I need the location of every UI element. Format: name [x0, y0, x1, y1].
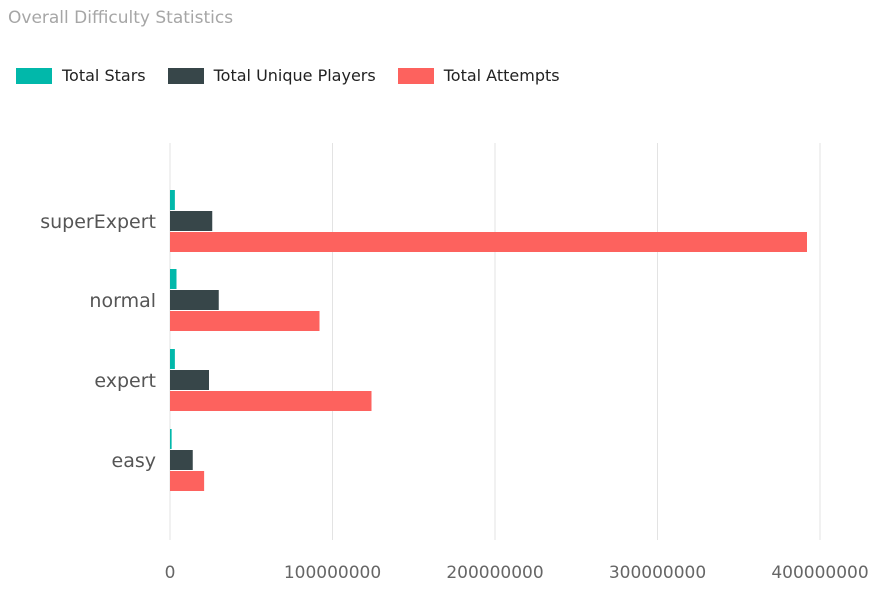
bar-total-attempts-superexpert[interactable] — [170, 232, 807, 252]
legend-item-total-attempts[interactable]: Total Attempts — [397, 66, 560, 85]
x-tick-label-0: 0 — [165, 563, 176, 583]
legend-label-total-stars: Total Stars — [62, 66, 146, 85]
bar-total-unique-players-normal[interactable] — [170, 290, 219, 310]
category-label-easy: easy — [112, 450, 156, 472]
legend-label-total-unique-players: Total Unique Players — [213, 66, 376, 85]
bar-total-attempts-normal[interactable] — [170, 311, 320, 331]
bar-total-unique-players-expert[interactable] — [170, 370, 209, 390]
x-tick-label-4: 400000000 — [771, 563, 868, 583]
bar-total-unique-players-easy[interactable] — [170, 450, 193, 470]
bar-total-stars-normal[interactable] — [170, 269, 177, 289]
x-tick-label-1: 100000000 — [284, 563, 381, 583]
legend-swatch-total-attempts — [397, 67, 434, 84]
legend-label-total-attempts: Total Attempts — [443, 66, 560, 85]
bar-total-stars-superexpert[interactable] — [170, 190, 175, 210]
legend-item-total-stars[interactable]: Total Stars — [16, 66, 146, 85]
bar-total-attempts-easy[interactable] — [170, 471, 205, 491]
legend-item-total-unique-players[interactable]: Total Unique Players — [167, 66, 376, 85]
bar-total-stars-expert[interactable] — [170, 349, 175, 369]
chart-title: Overall Difficulty Statistics — [8, 8, 234, 28]
bar-total-attempts-expert[interactable] — [170, 391, 372, 411]
legend: Total Stars Total Unique Players Total A… — [16, 66, 560, 85]
legend-swatch-total-unique-players — [167, 67, 204, 84]
bar-total-unique-players-superexpert[interactable] — [170, 211, 213, 231]
category-label-expert: expert — [94, 370, 156, 392]
x-tick-label-3: 300000000 — [609, 563, 706, 583]
category-label-superexpert: superExpert — [40, 211, 156, 233]
legend-swatch-total-stars — [16, 67, 52, 84]
bar-total-stars-easy[interactable] — [170, 429, 172, 449]
x-tick-label-2: 200000000 — [446, 563, 543, 583]
category-label-normal: normal — [89, 290, 156, 312]
